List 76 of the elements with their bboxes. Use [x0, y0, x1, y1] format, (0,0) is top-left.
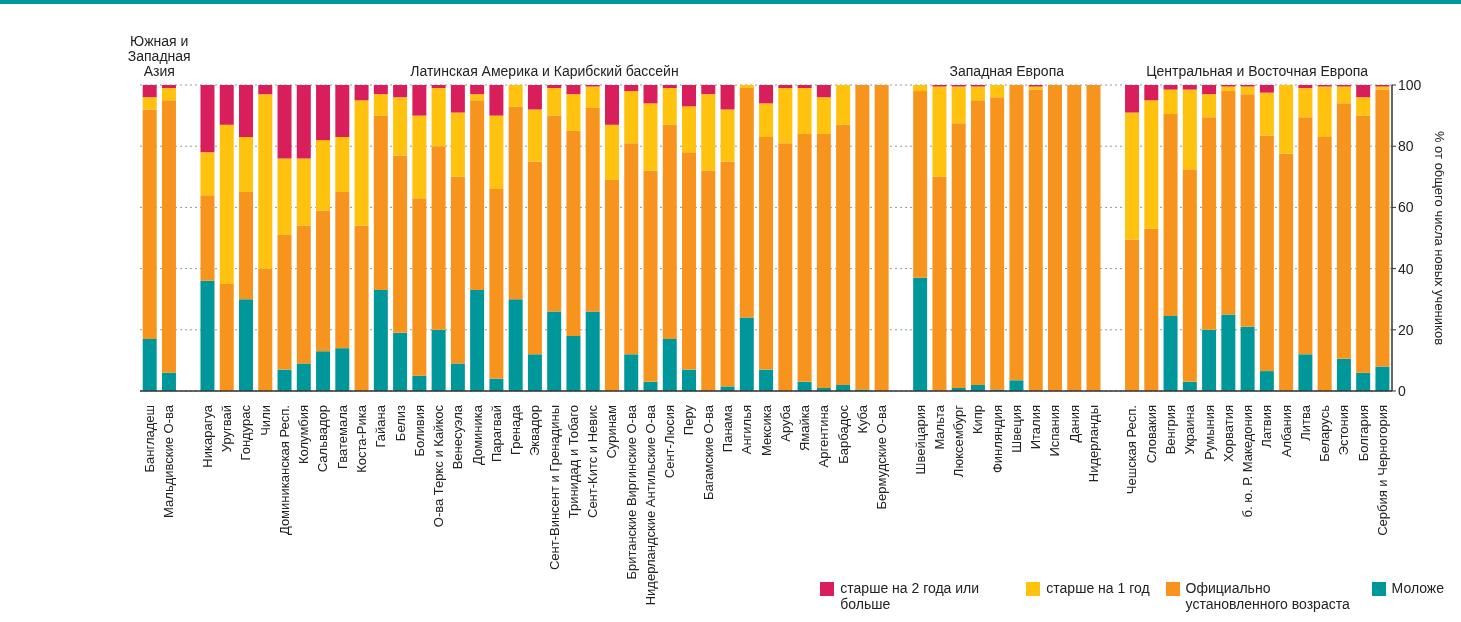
x-tick-label: Колумбия [296, 405, 312, 464]
x-tick-label: Барбадос [835, 404, 851, 464]
x-tick-label: Румыния [1201, 405, 1217, 460]
x-tick-label: Бангладеш [142, 405, 158, 473]
legend-label: Моложе [1391, 580, 1444, 596]
x-tick-label: Коста-Рика [354, 404, 370, 473]
x-tick-label: Нидерландские Антильские О-ва [642, 404, 658, 606]
x-tick-label: Перу [681, 404, 697, 436]
x-tick-label: Боливия [411, 405, 427, 457]
x-tick-label: Ямайка [797, 404, 813, 452]
x-tick-label: Доминика [469, 404, 485, 466]
x-tick-label: Панама [719, 404, 735, 453]
y-tick-label: 60 [1398, 199, 1414, 216]
x-tick-label: Суринам [604, 404, 620, 459]
x-tick-label: Болгария [1355, 405, 1371, 462]
x-tick-label: Финляндия [989, 405, 1005, 474]
x-tick-label: Сальвадор [315, 405, 331, 473]
x-tick-label: Сербия и Черногория [1374, 405, 1390, 536]
x-tick-label: Бермудские О-ва [874, 404, 890, 510]
x-tick-label: Чили [257, 405, 273, 436]
x-tick-label: Словакия [1143, 405, 1159, 464]
x-tick-label: Британские Виргинские О-ва [623, 404, 639, 580]
legend-label: старше на 1 год [1046, 580, 1150, 596]
x-tick-label: Белиз [392, 404, 408, 442]
x-tick-label: Уругвай [219, 405, 235, 453]
x-tick-label: Сент-Люсия [662, 405, 678, 479]
x-tick-label: Никарагуа [199, 404, 215, 468]
legend-label: старше на 2 года или больше [840, 580, 981, 612]
x-tick-label: Чешская Респ. [1124, 405, 1140, 495]
x-tick-label: Украина [1182, 404, 1198, 455]
x-tick-label: Хорватия [1220, 405, 1236, 462]
x-tick-label: Аргентина [816, 404, 832, 468]
x-tick-label: Доминиканская Респ. [276, 405, 292, 536]
x-tick-label: Латвия [1259, 405, 1275, 448]
x-tick-label: Аруба [777, 404, 793, 442]
y-tick-label: 100 [1398, 76, 1422, 93]
x-tick-label: Кипр [970, 405, 986, 435]
x-tick-label: Сент-Китс и Невис [585, 404, 601, 518]
x-tick-label: Гондурас [238, 404, 254, 461]
x-tick-label: Мальта [931, 404, 947, 450]
x-tick-label: Венгрия [1162, 405, 1178, 455]
x-tick-label: Швейцария [912, 405, 928, 475]
x-tick-label: Багамские О-ва [700, 404, 716, 501]
x-tick-label: Сент-Винсент и Гренадины [546, 405, 562, 571]
text: Западная Европа [948, 62, 1065, 79]
text: Центральная и Восточная Европа [1145, 62, 1370, 79]
x-tick-label: Гватемала [334, 404, 350, 470]
y-tick-label: 80 [1398, 138, 1414, 155]
x-tick-label: Швеция [1008, 405, 1024, 453]
x-tick-label: Венесуэла [450, 404, 466, 470]
text: Южная и Западная Азия [127, 32, 192, 79]
legend-label: Официально установленного возраста [1185, 580, 1351, 612]
x-tick-label: Испания [1047, 405, 1063, 457]
x-tick-label: Гренада [508, 404, 524, 455]
x-tick-label: Тринидад и Тобаго [565, 405, 581, 519]
x-tick-label: Беларусь [1317, 404, 1333, 462]
y-tick-label: 0 [1398, 382, 1406, 399]
x-tick-label: Эстония [1336, 405, 1352, 456]
x-tick-label: Мальдивские О-ва [161, 404, 177, 518]
x-tick-label: Эквадор [527, 405, 543, 457]
x-tick-label: Люксембург [951, 404, 967, 478]
x-tick-label: Италия [1028, 405, 1044, 450]
x-tick-label: Ангилья [739, 405, 755, 455]
x-tick-label: Литва [1297, 404, 1313, 441]
x-tick-label: Албания [1278, 405, 1294, 458]
y-tick-label: 40 [1398, 260, 1414, 277]
y-tick-label: 20 [1398, 321, 1414, 338]
x-tick-label: Мексика [758, 404, 774, 457]
x-tick-label: Гайана [373, 404, 389, 448]
x-tick-label: Дания [1066, 405, 1082, 443]
x-tick-label: Куба [854, 404, 870, 434]
text: Латинская Америка и Карибский бассейн [409, 62, 680, 79]
x-tick-label: Нидерланды [1085, 405, 1101, 483]
x-tick-label: б. ю. Р. Македония [1240, 405, 1256, 518]
x-tick-label: Парагвай [488, 405, 504, 463]
x-tick-label: О-ва Теркс и Кайкос [431, 404, 447, 528]
